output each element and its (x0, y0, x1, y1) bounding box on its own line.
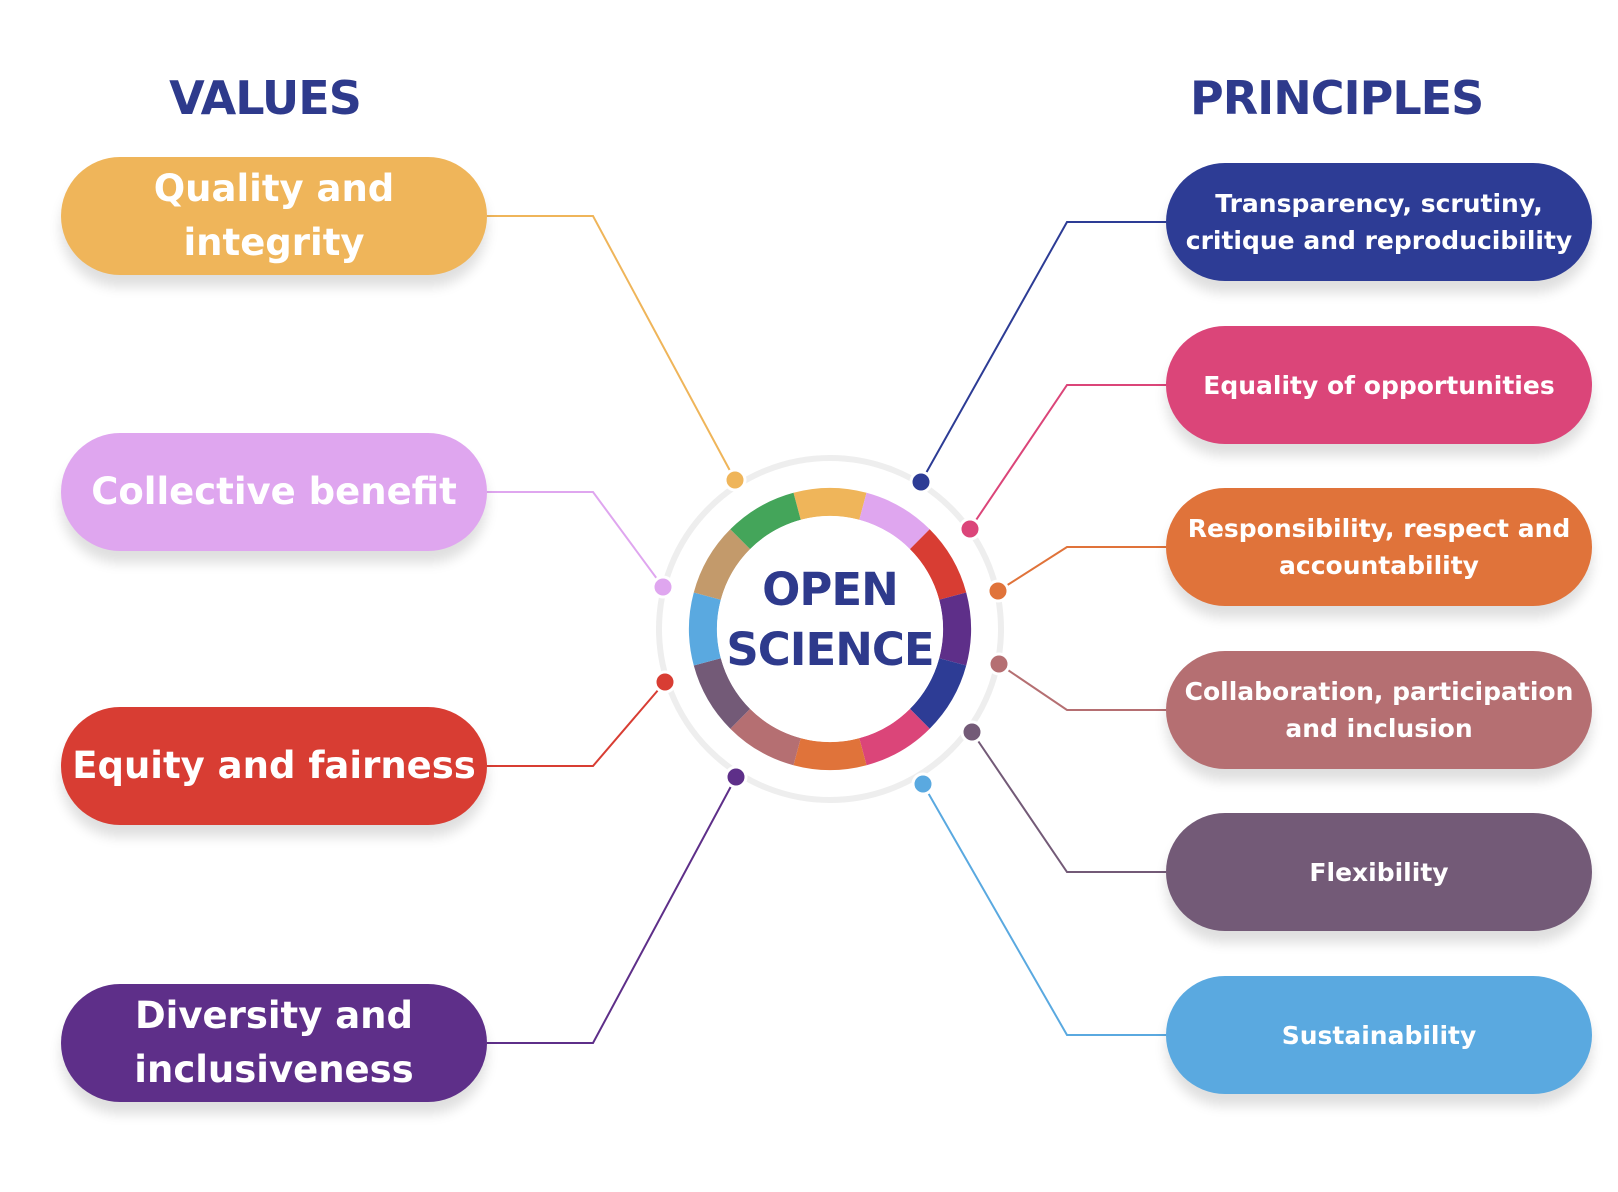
center-title: OPEN SCIENCE (710, 560, 950, 680)
ring-segment (693, 529, 751, 601)
principle-pill-flexibility: Flexibility (1166, 813, 1592, 931)
principle-pill-sustainability: Sustainability (1166, 976, 1592, 1094)
principle-pill-transparency: Transparency, scrutiny, critique and rep… (1166, 163, 1592, 281)
connector-dot (653, 670, 677, 694)
ring-segment (909, 657, 967, 729)
connector-line (487, 491, 664, 588)
values-heading: VALUES (169, 71, 362, 125)
connector-dot (958, 517, 982, 541)
connector-line (969, 384, 1166, 530)
connector-line (920, 221, 1166, 483)
principle-label: Sustainability (1281, 1020, 1477, 1050)
ring-segment (909, 529, 967, 601)
ring-segment (858, 492, 930, 550)
center-title-line2: SCIENCE (726, 623, 934, 676)
principle-label: Flexibility (1309, 857, 1449, 887)
ring-segment (730, 708, 802, 766)
ring-segment (793, 487, 867, 520)
connector-line (997, 546, 1166, 592)
connector-dot (724, 765, 748, 789)
principle-label: Responsibility, respect and accountabili… (1187, 514, 1571, 580)
connector-line (971, 731, 1166, 873)
ring-segment (793, 738, 867, 771)
connector-dot (986, 579, 1010, 603)
connector-line (487, 776, 737, 1044)
principle-pill-responsibility: Responsibility, respect and accountabili… (1166, 488, 1592, 606)
ring-segment (693, 657, 751, 729)
connector-dot (723, 468, 747, 492)
connector-line (922, 783, 1166, 1036)
principle-pill-collaboration: Collaboration, participation and inclusi… (1166, 651, 1592, 769)
connector-dot (987, 652, 1011, 676)
connector-line (998, 663, 1166, 711)
value-pill-equity-and-fairness: Equity and fairness (61, 707, 487, 825)
value-label: Quality and integrity (153, 167, 395, 264)
value-label: Equity and fairness (72, 744, 476, 787)
value-label: Diversity and inclusiveness (134, 994, 414, 1091)
value-pill-quality-and-integrity: Quality and integrity (61, 157, 487, 275)
principles-heading: PRINCIPLES (1190, 71, 1484, 125)
value-pill-diversity-and-inclusiveness: Diversity and inclusiveness (61, 984, 487, 1102)
connector-dot (960, 720, 984, 744)
center-disc (717, 516, 943, 742)
connector-dot (909, 470, 933, 494)
connector-dot (651, 575, 675, 599)
value-label: Collective benefit (91, 470, 457, 513)
outer-ring (656, 455, 1004, 803)
connector-line (487, 681, 666, 767)
ring-segment (688, 592, 721, 666)
ring-segment (730, 492, 802, 550)
principle-label: Collaboration, participation and inclusi… (1184, 677, 1574, 743)
principle-label: Transparency, scrutiny, critique and rep… (1185, 189, 1573, 255)
connector-dot (911, 772, 935, 796)
value-pill-collective-benefit: Collective benefit (61, 433, 487, 551)
ring-segment (939, 592, 972, 666)
principle-label: Equality of opportunities (1203, 370, 1555, 400)
ring-segment (858, 708, 930, 766)
center-title-line1: OPEN (762, 563, 899, 616)
principle-pill-equality-of-opportunities: Equality of opportunities (1166, 326, 1592, 444)
connector-line (487, 215, 736, 481)
